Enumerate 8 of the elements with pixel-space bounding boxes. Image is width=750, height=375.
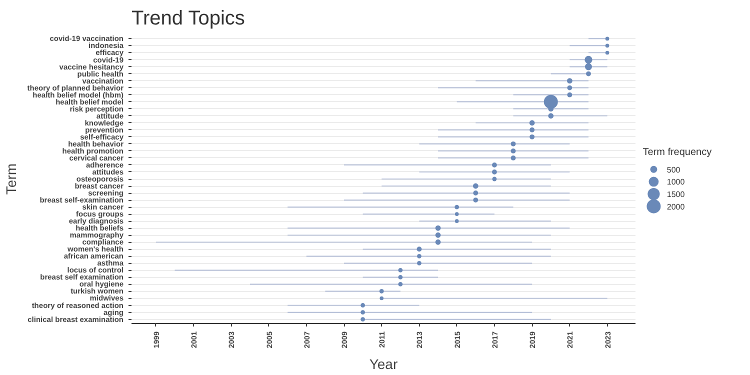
legend-label: 500 bbox=[666, 165, 681, 174]
y-axis-title: Term bbox=[3, 163, 20, 195]
x-axis-title: Year bbox=[369, 356, 398, 372]
legend-title: Term frequency bbox=[642, 146, 712, 158]
legend-label: 1500 bbox=[666, 190, 686, 200]
legend-label: 1000 bbox=[666, 178, 686, 187]
legend-label: 2000 bbox=[666, 202, 686, 212]
chart-title: Trend Topics bbox=[132, 8, 245, 30]
